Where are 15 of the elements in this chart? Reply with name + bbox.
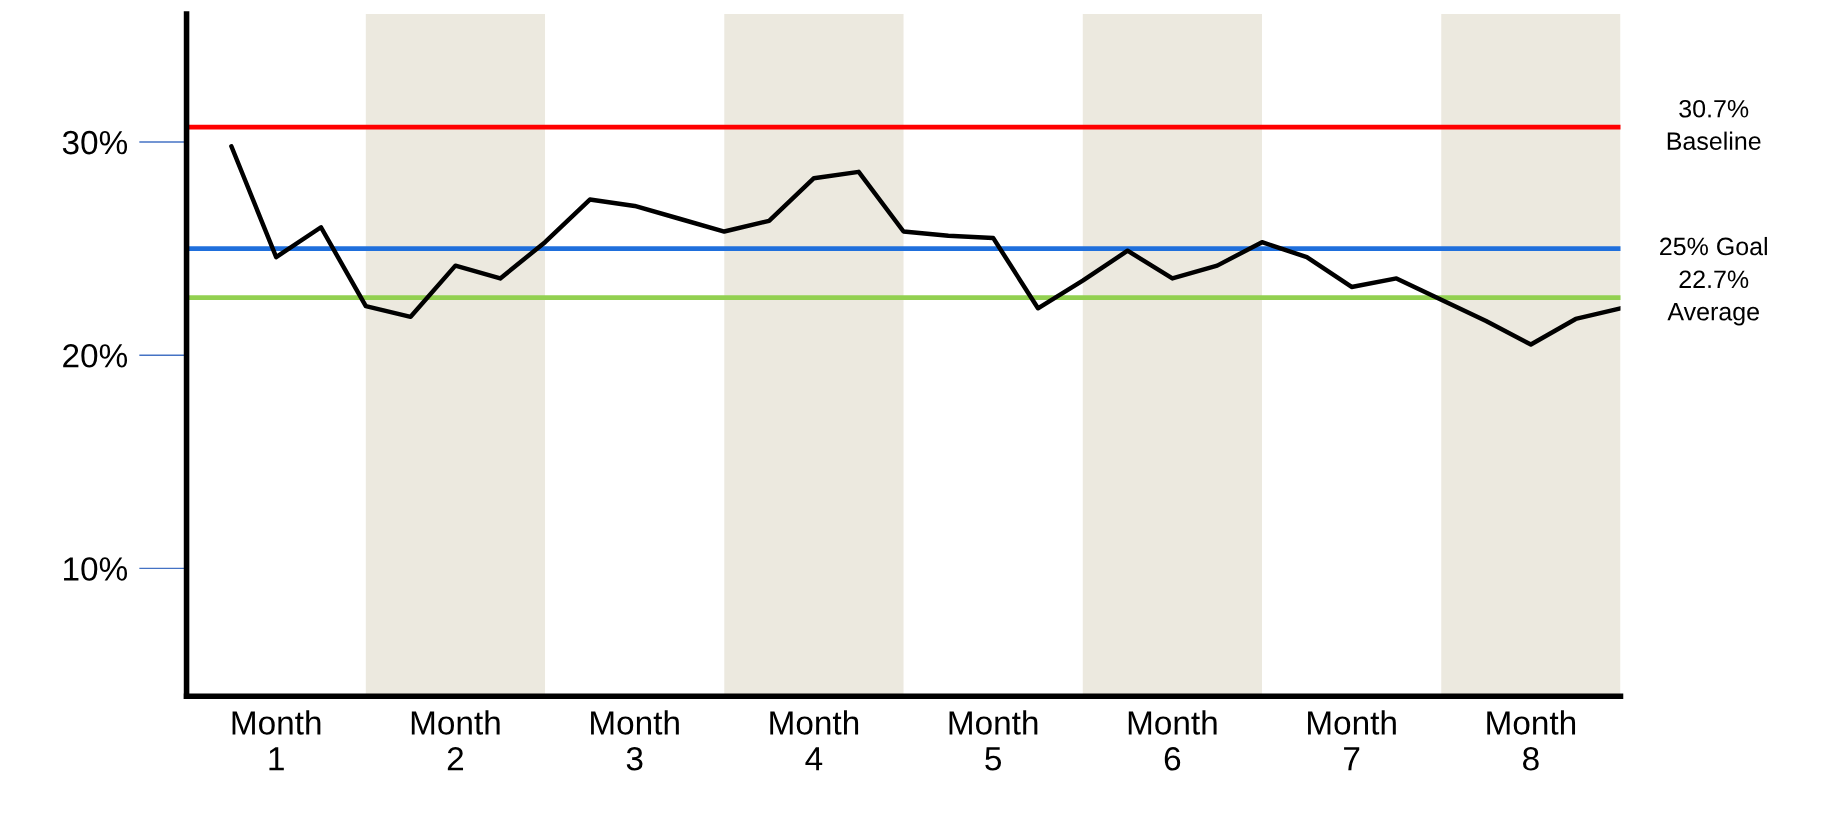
x-tick-label: Month 1: [232, 710, 321, 771]
x-tick-label: Month 8: [1487, 710, 1576, 771]
y-tick-label: 10%: [64, 557, 128, 581]
line-series: [229, 144, 1621, 347]
y-tick-label: 30%: [62, 130, 128, 155]
x-tick-label: Month 3: [591, 710, 679, 771]
x-tick-label: Month 6: [1128, 710, 1217, 771]
y-tick-label: 20%: [63, 344, 128, 368]
x-tick-label: Month 7: [1308, 710, 1396, 771]
ref-line-label: 25% Goal: [1660, 236, 1767, 256]
ref-line-label: 30.7% Baseline: [1667, 99, 1761, 150]
ref-line-label: 22.7% Average: [1667, 270, 1759, 326]
x-tick-label: Month 2: [411, 710, 500, 771]
x-tick-label: Month 5: [949, 710, 1038, 771]
x-tick-label: Month 4: [770, 710, 859, 771]
